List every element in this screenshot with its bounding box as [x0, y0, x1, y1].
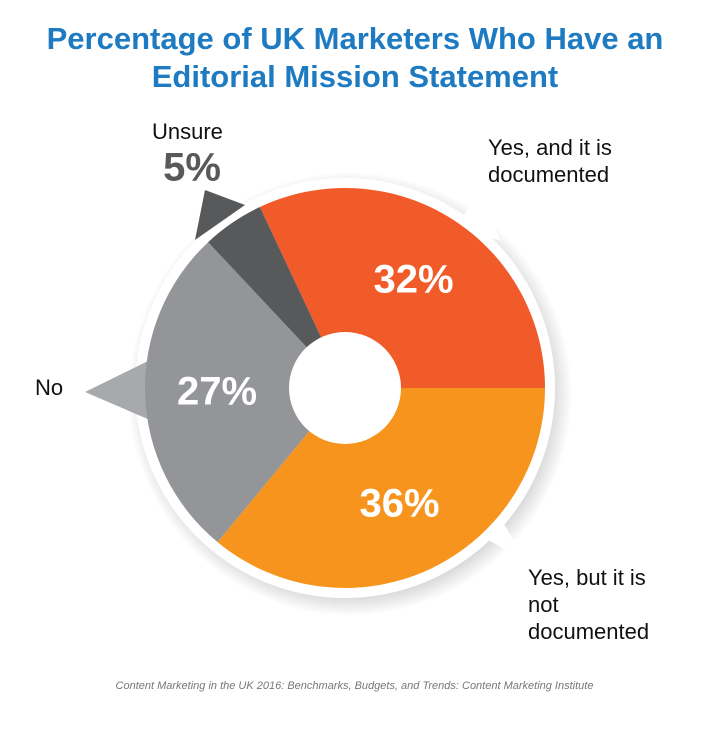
value-label: 27%: [177, 369, 258, 414]
callout-pointer: [455, 190, 500, 240]
category-label: Yes, and it is documented: [488, 135, 612, 187]
pie-slice: [144, 242, 345, 543]
category-label: Unsure: [152, 119, 223, 144]
callout-pointer: [195, 190, 245, 240]
chart-title: Percentage of UK Marketers Who Have an E…: [46, 21, 664, 94]
pie-slice: [208, 207, 345, 388]
category-label: No: [35, 375, 64, 400]
value-label: 5%: [163, 145, 221, 190]
pie-slice: [217, 388, 545, 588]
callout-pointer: [85, 360, 150, 420]
category-label: Yes, but it is not documented: [528, 565, 650, 644]
source-note: Content Marketing in the UK 2016: Benchm…: [115, 680, 594, 692]
donut-hole: [289, 332, 401, 444]
value-label: 32%: [373, 257, 454, 302]
value-label: 36%: [359, 481, 440, 526]
